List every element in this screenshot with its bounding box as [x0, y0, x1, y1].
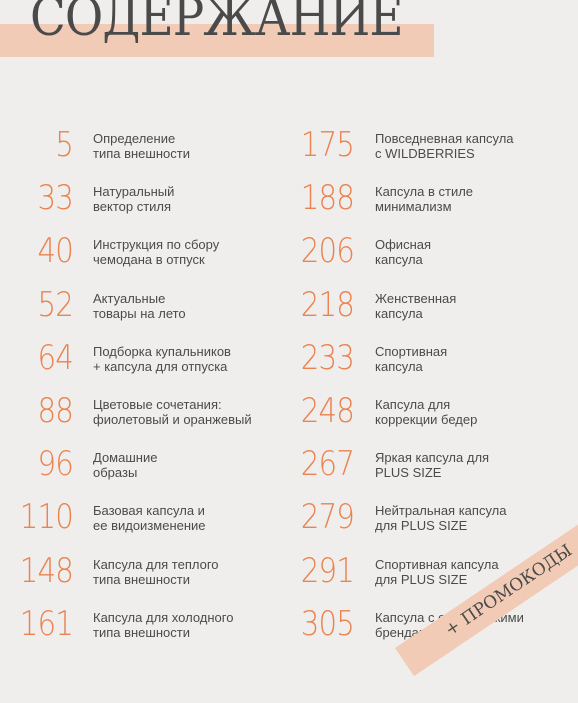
entry-title: Капсула для коррекции бедер	[375, 397, 477, 427]
entry-title-line: Нейтральная капсула	[375, 503, 507, 518]
entry-title: Капсула для теплого типа внешности	[93, 557, 219, 587]
entry-title-line: вектор стиля	[93, 199, 172, 214]
entry-title-line: Подборка купальников	[93, 344, 231, 359]
entry-title-line: капсула	[375, 359, 423, 374]
entry-title-line: Капсула для холодного	[93, 610, 234, 625]
entry-title: Цветовые сочетания: фиолетовый и оранжев…	[93, 397, 252, 427]
entry-title: Подборка купальников + капсула для отпус…	[93, 344, 231, 374]
entry-title-line: Домашние	[93, 450, 158, 465]
page-number: 148	[19, 551, 74, 591]
toc-entry[interactable]: 279 Нейтральная капсула для PLUS SIZE	[282, 492, 572, 542]
entry-title-line: Базовая капсула и	[93, 503, 205, 518]
page-number: 40	[37, 231, 74, 271]
page-number: 218	[300, 285, 355, 325]
toc-entry[interactable]: 148 Капсула для теплого типа внешности	[0, 546, 290, 596]
entry-title-line: типа внешности	[93, 146, 190, 161]
entry-title-line: для PLUS SIZE	[375, 572, 468, 587]
entry-title-line: с WILDBERRIES	[375, 146, 475, 161]
entry-title-line: Капсула для теплого	[93, 557, 219, 572]
title-band	[0, 24, 434, 57]
entry-title-line: для PLUS SIZE	[375, 518, 468, 533]
entry-title: Женственная капсула	[375, 291, 456, 321]
entry-title-line: фиолетовый и оранжевый	[93, 412, 252, 427]
toc-entry[interactable]: 110 Базовая капсула и ее видоизменение	[0, 492, 290, 542]
entry-title-line: Женственная	[375, 291, 457, 306]
page-number: 267	[300, 444, 355, 484]
toc-entry[interactable]: 33 Натуральный вектор стиля	[0, 173, 290, 223]
toc-entry[interactable]: 248 Капсула для коррекции бедер	[282, 386, 572, 436]
page-number: 33	[37, 178, 74, 218]
entry-title: Натуральный вектор стиля	[93, 184, 174, 214]
entry-title-line: Инструкция по сбору	[93, 237, 220, 252]
entry-title-line: Капсула в стиле	[375, 184, 474, 199]
entry-title: Инструкция по сбору чемодана в отпуск	[93, 237, 219, 267]
entry-title-line: PLUS SIZE	[375, 465, 442, 480]
entry-title: Офисная капсула	[375, 237, 431, 267]
entry-title: Определение типа внешности	[93, 131, 190, 161]
entry-title: Нейтральная капсула для PLUS SIZE	[375, 503, 507, 533]
entry-title-line: образы	[93, 465, 138, 480]
entry-title-line: Капсула для	[375, 397, 451, 412]
toc-entry[interactable]: 233 Спортивная капсула	[282, 333, 572, 383]
toc-entry[interactable]: 96 Домашние образы	[0, 439, 290, 489]
toc-entry[interactable]: 40 Инструкция по сбору чемодана в отпуск	[0, 226, 290, 276]
entry-title: Базовая капсула и ее видоизменение	[93, 503, 206, 533]
entry-title: Яркая капсула для PLUS SIZE	[375, 450, 489, 480]
toc-entry[interactable]: 291 Спортивная капсула для PLUS SIZE	[282, 546, 572, 596]
entry-title-line: Яркая капсула для	[375, 450, 490, 465]
entry-title: Капсула в стиле минимализм	[375, 184, 473, 214]
page-number: 110	[19, 497, 74, 537]
entry-title-line: Спортивная	[375, 344, 448, 359]
toc-entry[interactable]: 88 Цветовые сочетания: фиолетовый и оран…	[0, 386, 290, 436]
page-number: 88	[37, 391, 74, 431]
page-title: СОДЕРЖАНИЕ	[30, 0, 404, 48]
page-number: 52	[37, 285, 74, 325]
entry-title-line: чемодана в отпуск	[93, 252, 205, 267]
page-number: 64	[37, 338, 74, 378]
toc-entry[interactable]: 161 Капсула для холодного типа внешности	[0, 599, 290, 649]
toc-entry[interactable]: 218 Женственная капсула	[282, 280, 572, 330]
page-number: 188	[300, 178, 355, 218]
entry-title-line: типа внешности	[93, 625, 190, 640]
entry-title-line: типа внешности	[93, 572, 190, 587]
entry-title: Капсула для холодного типа внешности	[93, 610, 233, 640]
page-number: 248	[300, 391, 355, 431]
entry-title-line: Спортивная капсула	[375, 557, 499, 572]
toc-entry[interactable]: 175 Повседневная капсула с WILDBERRIES	[282, 120, 572, 170]
toc-entry[interactable]: 5 Определение типа внешности	[0, 120, 290, 170]
toc-entry[interactable]: 52 Актуальные товары на лето	[0, 280, 290, 330]
page-number: 96	[37, 444, 74, 484]
entry-title-line: Цветовые сочетания:	[93, 397, 222, 412]
toc-entry[interactable]: 64 Подборка купальников + капсула для от…	[0, 333, 290, 383]
page-number: 161	[19, 604, 74, 644]
entry-title: Спортивная капсула для PLUS SIZE	[375, 557, 499, 587]
page-number: 233	[300, 338, 355, 378]
entry-title: Спортивная капсула	[375, 344, 447, 374]
entry-title-line: капсула	[375, 306, 423, 321]
entry-title-line: Определение	[93, 131, 176, 146]
page-number: 5	[55, 125, 74, 165]
page-number: 279	[300, 497, 355, 537]
entry-title: Повседневная капсула с WILDBERRIES	[375, 131, 514, 161]
entry-title-line: ее видоизменение	[93, 518, 206, 533]
entry-title-line: Актуальные	[93, 291, 166, 306]
toc-entry[interactable]: 188 Капсула в стиле минимализм	[282, 173, 572, 223]
entry-title-line: капсула	[375, 252, 423, 267]
toc-entry[interactable]: 267 Яркая капсула для PLUS SIZE	[282, 439, 572, 489]
entry-title-line: Натуральный	[93, 184, 175, 199]
page-number: 305	[300, 604, 355, 644]
entry-title: Домашние образы	[93, 450, 157, 480]
entry-title-line: минимализм	[375, 199, 452, 214]
entry-title-line: + капсула для отпуска	[93, 359, 228, 374]
page-number: 206	[300, 231, 355, 271]
toc-entry[interactable]: 206 Офисная капсула	[282, 226, 572, 276]
page-number: 291	[300, 551, 355, 591]
entry-title-line: коррекции бедер	[375, 412, 478, 427]
page-number: 175	[300, 125, 355, 165]
entry-title-line: Офисная	[375, 237, 432, 252]
entry-title: Актуальные товары на лето	[93, 291, 186, 321]
entry-title-line: товары на лето	[93, 306, 186, 321]
entry-title-line: Повседневная капсула	[375, 131, 514, 146]
